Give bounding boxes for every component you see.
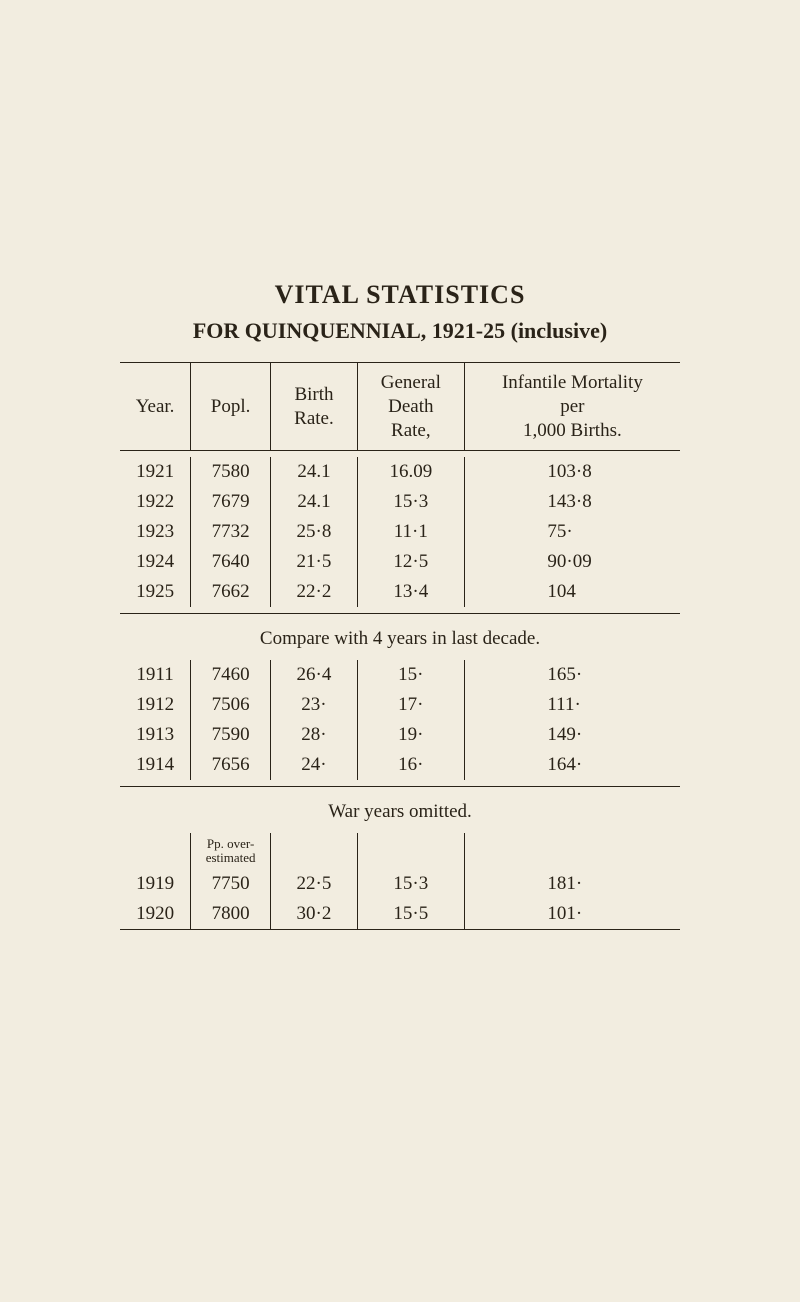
cell-popl: 7800	[191, 899, 271, 929]
cell-imr: 104	[464, 577, 680, 607]
cell-birth: 30·2	[271, 899, 358, 929]
cell-gdr: 15·	[357, 660, 464, 690]
cell-gdr: 12·5	[357, 547, 464, 577]
cell-year: 1911	[120, 660, 191, 690]
cell-birth: 22·5	[271, 869, 358, 899]
table-row: 1920780030·215·5101·	[120, 899, 680, 929]
cell-popl: 7580	[191, 457, 271, 487]
cell-year: 1920	[120, 899, 191, 929]
col-birth-rate: Birth Rate.	[294, 384, 334, 429]
cell-gdr: 11·1	[357, 517, 464, 547]
table-row: 1919775022·515·3181·	[120, 869, 680, 899]
cell-popl: 7590	[191, 720, 271, 750]
cell-birth: 24.1	[271, 457, 358, 487]
cell-popl: 7679	[191, 487, 271, 517]
cell-year: 1922	[120, 487, 191, 517]
cell-imr: 181·	[464, 869, 680, 899]
cell-imr: 103·8	[464, 457, 680, 487]
cell-birth: 22·2	[271, 577, 358, 607]
cell-gdr: 16·	[357, 750, 464, 780]
cell-gdr: 15·3	[357, 869, 464, 899]
page: VITAL STATISTICS FOR QUINQUENNIAL, 1921-…	[0, 0, 800, 1302]
table-row: 1923773225·811·175·	[120, 517, 680, 547]
cell-imr: 149·	[464, 720, 680, 750]
cell-birth: 26·4	[271, 660, 358, 690]
page-subtitle: FOR QUINQUENNIAL, 1921-25 (inclusive)	[120, 318, 680, 344]
cell-popl: 7506	[191, 690, 271, 720]
table-header: Year. Popl. Birth Rate. General Death Ra…	[120, 363, 680, 451]
cell-gdr: 19·	[357, 720, 464, 750]
table-row: 1922767924.115·3143·8	[120, 487, 680, 517]
cell-year: 1914	[120, 750, 191, 780]
cell-popl: 7640	[191, 547, 271, 577]
cell-birth: 28·	[271, 720, 358, 750]
col-general-death-rate: General Death Rate,	[381, 372, 441, 441]
table-row: 1924764021·512·590·09	[120, 547, 680, 577]
cell-birth: 21·5	[271, 547, 358, 577]
cell-popl: 7750	[191, 869, 271, 899]
table-row: 1914765624·16·164·	[120, 750, 680, 780]
page-title: VITAL STATISTICS	[120, 280, 680, 310]
cell-birth: 25·8	[271, 517, 358, 547]
cell-gdr: 15·3	[357, 487, 464, 517]
cell-year: 1921	[120, 457, 191, 487]
war-caption: War years omitted.	[120, 787, 680, 833]
table-row: 1913759028·19·149·	[120, 720, 680, 750]
cell-birth: 24·	[271, 750, 358, 780]
cell-gdr: 17·	[357, 690, 464, 720]
cell-year: 1923	[120, 517, 191, 547]
table-row: Pp. over-estimated	[120, 833, 680, 868]
cell-gdr: 13·4	[357, 577, 464, 607]
cell-gdr: 16.09	[357, 457, 464, 487]
cell-year: 1913	[120, 720, 191, 750]
content: VITAL STATISTICS FOR QUINQUENNIAL, 1921-…	[120, 280, 680, 930]
table-row: 1912750623·17·111·	[120, 690, 680, 720]
compare-caption: Compare with 4 years in last decade.	[120, 614, 680, 660]
cell-popl: 7732	[191, 517, 271, 547]
cell-gdr: 15·5	[357, 899, 464, 929]
cell-birth: 24.1	[271, 487, 358, 517]
table-row: 1925766222·213·4104	[120, 577, 680, 607]
col-infantile-mortality: Infantile Mortality per 1,000 Births.	[502, 372, 643, 441]
cell-popl: 7460	[191, 660, 271, 690]
cell-imr: 164·	[464, 750, 680, 780]
pp-over-estimated-note: Pp. over-estimated	[191, 833, 271, 868]
cell-birth: 23·	[271, 690, 358, 720]
cell-popl: 7662	[191, 577, 271, 607]
cell-imr: 101·	[464, 899, 680, 929]
cell-year: 1919	[120, 869, 191, 899]
cell-year: 1925	[120, 577, 191, 607]
cell-imr: 111·	[464, 690, 680, 720]
cell-popl: 7656	[191, 750, 271, 780]
cell-imr: 165·	[464, 660, 680, 690]
table-row: 1921758024.116.09103·8	[120, 457, 680, 487]
cell-year: 1912	[120, 690, 191, 720]
cell-imr: 75·	[464, 517, 680, 547]
cell-imr: 143·8	[464, 487, 680, 517]
cell-imr: 90·09	[464, 547, 680, 577]
table-row: 1911746026·415·165·	[120, 660, 680, 690]
cell-year: 1924	[120, 547, 191, 577]
col-year: Year.	[136, 396, 175, 417]
col-popl: Popl.	[211, 396, 251, 417]
vital-stats-table: Year. Popl. Birth Rate. General Death Ra…	[120, 362, 680, 930]
